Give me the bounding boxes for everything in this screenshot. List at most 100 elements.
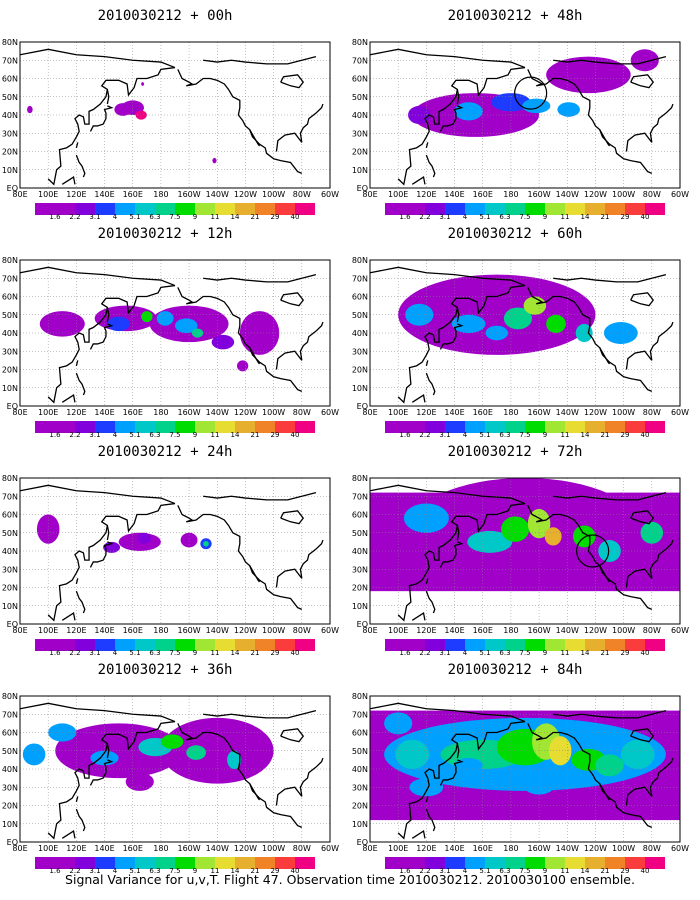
colorbar-swatch [75, 421, 96, 433]
coastline [527, 287, 653, 392]
colorbar-tick-label: 4 [462, 431, 468, 439]
colorbar-tick-label: 6.3 [149, 431, 161, 439]
lat-tick-label: 40N [2, 547, 18, 556]
colorbar-tick-label: 2.2 [69, 213, 81, 221]
lat-tick-label: 50N [2, 529, 18, 538]
coastline [75, 372, 86, 396]
variance-region [557, 102, 580, 117]
coastline [177, 287, 303, 392]
colorbar-swatch [175, 639, 196, 651]
variance-region [180, 532, 198, 548]
lon-tick-label: 60W [321, 190, 339, 199]
lat-tick-label: 50N [2, 747, 18, 756]
coastline [20, 266, 176, 287]
coastline [599, 783, 611, 801]
lat-tick-label: 20N [352, 584, 368, 593]
lat-tick-label: 30N [352, 347, 368, 356]
variance-region [546, 56, 631, 94]
lon-tick-label: 80E [362, 408, 377, 417]
lon-tick-label: 80W [643, 844, 661, 853]
variance-region [603, 322, 638, 344]
coastline [249, 347, 261, 365]
colorbar-swatch [605, 639, 626, 651]
coastline [456, 525, 460, 541]
lon-tick-label: 120W [234, 626, 257, 635]
variance-region [522, 98, 551, 114]
colorbar-tick-label: 11 [210, 431, 220, 439]
lat-tick-label: 30N [2, 565, 18, 574]
lon-tick-label: 60W [671, 626, 689, 635]
lon-tick-label: 120E [416, 408, 436, 417]
colorbar-swatch [445, 421, 466, 433]
lat-tick-label: 50N [352, 747, 368, 756]
variance-region [39, 311, 85, 337]
colorbar-labels: 1.6 2.2 3.1 4 5.1 6.3 7.5 9 11 14 21 29 40 [385, 648, 665, 658]
coastline [106, 743, 110, 759]
lat-tick-label: 50N [352, 311, 368, 320]
colorbar-tick-label: 6.3 [149, 649, 161, 657]
lat-tick-label: 70N [352, 710, 368, 719]
coastline [625, 539, 674, 588]
lon-tick-label: 80W [643, 626, 661, 635]
lat-tick-label: 50N [352, 93, 368, 102]
colorbar-swatch [175, 421, 196, 433]
colorbar-tick-label: 29 [270, 867, 280, 875]
forecast-panel: 2010030212 + 60h 80N 70N 60N 50N 40N 30N 20N 10N… [350, 222, 689, 439]
coastline [425, 154, 436, 178]
lon-tick-label: 180 [503, 190, 518, 199]
colorbar-swatch [35, 421, 56, 433]
panel-title: 2010030212 + 48h [447, 8, 583, 24]
colorbar-swatch [195, 203, 216, 215]
variance-region [572, 525, 596, 548]
lat-tick-label: EQ [7, 838, 18, 847]
colorbar-tick-label: 29 [620, 431, 630, 439]
lat-tick-label: EQ [7, 402, 18, 411]
lon-tick-label: 140E [444, 626, 464, 635]
colorbar-tick-label: 11 [210, 867, 220, 875]
lat-tick-label: 80N [2, 692, 18, 701]
coastline [599, 347, 611, 365]
coastline [625, 103, 674, 152]
lat-tick-label: 60N [2, 511, 18, 520]
colorbar-tick-label: 40 [290, 649, 300, 657]
colorbar-swatch [445, 639, 466, 651]
lat-tick-label: EQ [357, 838, 368, 847]
colorbar-swatch [585, 203, 606, 215]
colorbar-tick-label: 7.5 [169, 213, 181, 221]
coastline [275, 321, 324, 370]
colorbar-swatch [275, 421, 296, 433]
variance-region [203, 540, 209, 547]
lon-tick-label: 100E [38, 844, 58, 853]
variance-region [38, 527, 47, 539]
colorbar-tick-label: 6.3 [499, 867, 511, 875]
colorbar-swatch [505, 639, 526, 651]
colorbar-swatch [215, 421, 236, 433]
coastline [370, 484, 526, 505]
variance-region [595, 754, 624, 777]
lon-tick-label: 140W [206, 626, 229, 635]
colorbar-tick-label: 6.3 [149, 867, 161, 875]
coastline [370, 702, 526, 723]
colorbar-swatch [405, 639, 426, 651]
colorbar-tick-label: 14 [580, 649, 590, 657]
colorbar-tick-label: 7.5 [519, 867, 531, 875]
lon-tick-label: 140W [556, 408, 579, 417]
colorbar-tick-label: 7.5 [519, 649, 531, 657]
colorbar-swatch [135, 639, 156, 651]
variance-region [467, 530, 513, 553]
colorbar-swatch [255, 421, 276, 433]
colorbar-swatch [485, 421, 506, 433]
lon-tick-label: 60W [321, 626, 339, 635]
colorbar-tick-label: 9 [542, 867, 548, 875]
colorbar-swatch [135, 421, 156, 433]
panel-map: 80N 70N 60N 50N 40N 30N 20N 10N EQ 80E 100E 120E 140… [2, 256, 339, 417]
colorbar-tick-label: 11 [560, 649, 570, 657]
colorbar-tick-label: 3.1 [439, 867, 451, 875]
colorbar-swatch [135, 857, 156, 869]
coastline [275, 539, 324, 588]
lon-tick-label: 100W [262, 190, 285, 199]
colorbar-swatch [425, 421, 446, 433]
lon-tick-label: 140W [556, 844, 579, 853]
colorbar-swatch [645, 203, 666, 215]
